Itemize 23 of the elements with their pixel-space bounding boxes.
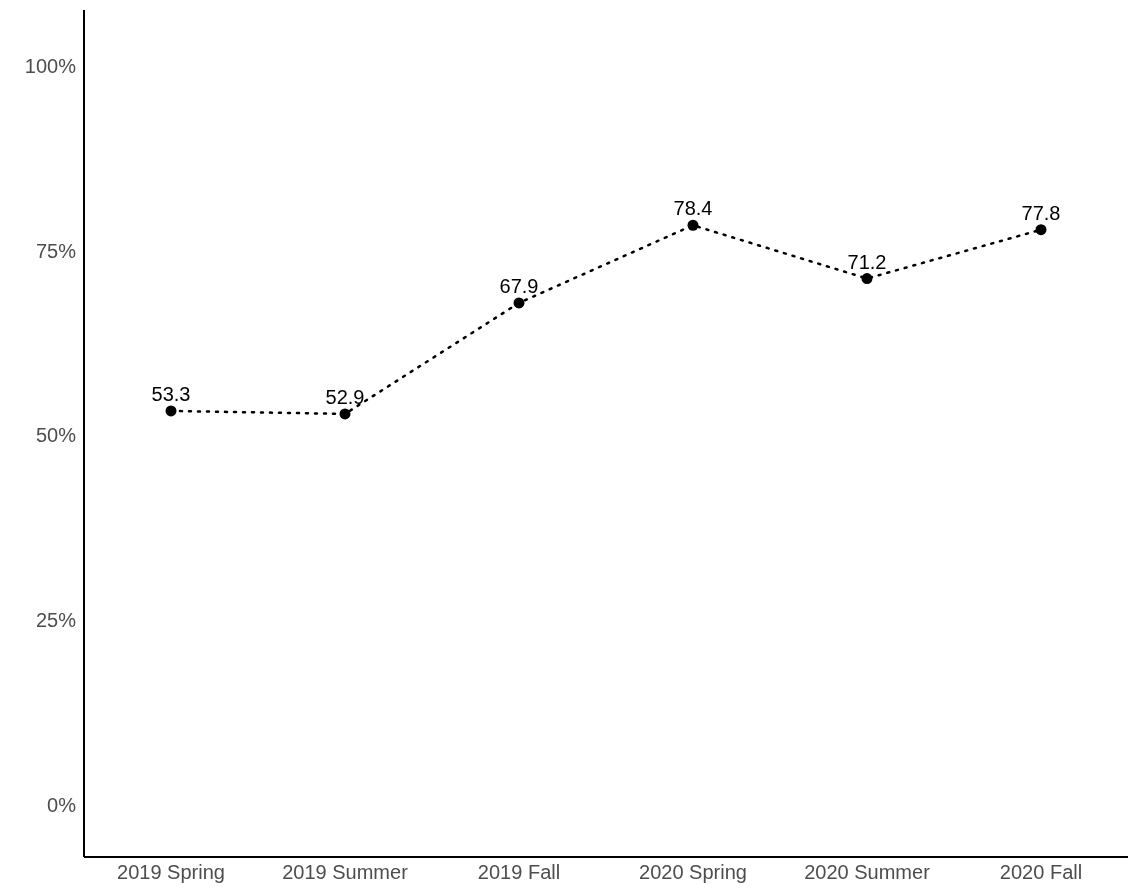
point [861, 273, 873, 285]
x-tick-label: 2019 Fall [477, 861, 561, 884]
point [165, 405, 177, 417]
x-tick-label: 2019 Spring [117, 861, 225, 884]
data-label: 52.9 [325, 385, 365, 408]
x-tick-label: 2019 Summer [282, 861, 409, 884]
point [687, 219, 699, 231]
y-tick-label: 25% [35, 609, 77, 632]
point [513, 297, 525, 309]
data-label: 71.2 [847, 250, 887, 273]
y-tick-label: 75% [35, 239, 77, 262]
data-label: 78.4 [673, 197, 713, 220]
data-label: 67.9 [499, 274, 539, 297]
data-label: 53.3 [151, 382, 191, 405]
y-tick-label: 0% [47, 794, 77, 817]
y-tick-label: 100% [24, 54, 77, 77]
y-tick-label: 50% [35, 424, 77, 447]
point [1035, 224, 1047, 236]
x-tick-label: 2020 Summer [804, 861, 931, 884]
x-tick-label: 2020 Fall [999, 861, 1083, 884]
data-label: 77.8 [1021, 201, 1061, 224]
x-tick-label: 2020 Spring [639, 861, 747, 884]
point [339, 408, 351, 420]
